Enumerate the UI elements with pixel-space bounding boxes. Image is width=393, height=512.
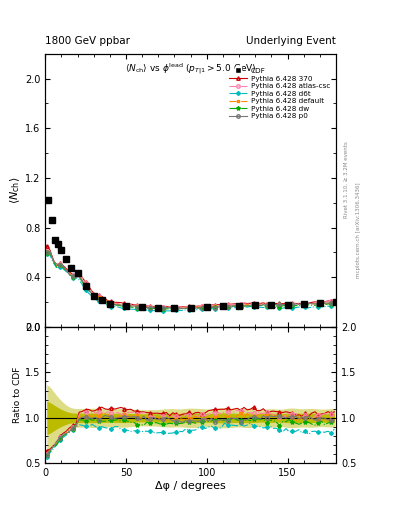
Pythia 6.428 370 xyxy=(44,243,49,249)
Pythia 6.428 default xyxy=(248,302,253,308)
CDF xyxy=(172,305,177,311)
Pythia 6.428 dw xyxy=(293,303,298,309)
Y-axis label: Ratio to CDF: Ratio to CDF xyxy=(13,367,22,423)
CDF xyxy=(75,270,80,276)
Pythia 6.428 370 xyxy=(248,300,253,306)
Pythia 6.428 p0 xyxy=(248,302,253,308)
Pythia 6.428 atlas-csc xyxy=(332,298,337,305)
Pythia 6.428 d6t xyxy=(132,306,136,312)
Pythia 6.428 p0 xyxy=(83,283,88,289)
CDF xyxy=(220,303,225,309)
Pythia 6.428 atlas-csc xyxy=(44,248,49,254)
CDF xyxy=(107,301,112,307)
Pythia 6.428 p0 xyxy=(44,248,49,254)
Pythia 6.428 dw xyxy=(248,303,253,309)
Pythia 6.428 370 xyxy=(83,279,88,285)
Pythia 6.428 dw xyxy=(132,304,136,310)
CDF xyxy=(188,305,193,311)
Pythia 6.428 d6t xyxy=(164,308,169,314)
Pythia 6.428 370 xyxy=(132,302,136,308)
Pythia 6.428 default xyxy=(132,303,136,309)
Pythia 6.428 default xyxy=(164,305,169,311)
CDF xyxy=(269,302,274,308)
Pythia 6.428 370 xyxy=(287,300,292,306)
CDF xyxy=(253,302,257,308)
Pythia 6.428 dw xyxy=(332,301,337,307)
Line: CDF: CDF xyxy=(45,197,339,311)
Pythia 6.428 d6t xyxy=(322,304,327,310)
Pythia 6.428 dw xyxy=(164,306,169,312)
Pythia 6.428 atlas-csc xyxy=(180,304,185,310)
Line: Pythia 6.428 atlas-csc: Pythia 6.428 atlas-csc xyxy=(45,249,336,309)
Pythia 6.428 d6t xyxy=(44,251,49,257)
Pythia 6.428 370 xyxy=(293,301,298,307)
Pythia 6.428 dw xyxy=(322,302,327,308)
CDF xyxy=(237,303,241,309)
CDF xyxy=(318,300,322,306)
CDF xyxy=(83,283,88,289)
Pythia 6.428 370 xyxy=(332,297,337,304)
Text: 1800 GeV ppbar: 1800 GeV ppbar xyxy=(45,36,130,46)
Pythia 6.428 atlas-csc xyxy=(83,280,88,286)
CDF xyxy=(64,255,68,262)
CDF xyxy=(59,247,64,253)
Legend: CDF, Pythia 6.428 370, Pythia 6.428 atlas-csc, Pythia 6.428 d6t, Pythia 6.428 de: CDF, Pythia 6.428 370, Pythia 6.428 atla… xyxy=(227,66,332,122)
Pythia 6.428 default xyxy=(332,300,337,306)
CDF xyxy=(69,265,73,271)
Pythia 6.428 d6t xyxy=(248,304,253,310)
Pythia 6.428 atlas-csc xyxy=(287,301,292,307)
Pythia 6.428 d6t xyxy=(332,302,337,308)
CDF xyxy=(46,197,51,203)
Text: $\langle N_\mathrm{ch}\rangle$ vs $\phi^\mathrm{lead}$ ($p_{T|1} > 5.0$ GeV): $\langle N_\mathrm{ch}\rangle$ vs $\phi^… xyxy=(125,62,256,77)
Pythia 6.428 atlas-csc xyxy=(132,302,136,308)
Pythia 6.428 d6t xyxy=(83,287,88,293)
CDF xyxy=(56,241,61,247)
CDF xyxy=(334,299,338,305)
Line: Pythia 6.428 370: Pythia 6.428 370 xyxy=(45,244,336,309)
Pythia 6.428 atlas-csc xyxy=(248,301,253,307)
CDF xyxy=(53,237,57,243)
Pythia 6.428 default xyxy=(322,301,327,307)
Pythia 6.428 default xyxy=(293,302,298,308)
Line: Pythia 6.428 d6t: Pythia 6.428 d6t xyxy=(46,252,336,312)
X-axis label: Δφ / degrees: Δφ / degrees xyxy=(155,481,226,491)
CDF xyxy=(285,302,290,308)
Pythia 6.428 d6t xyxy=(287,305,292,311)
Pythia 6.428 default xyxy=(44,248,49,254)
CDF xyxy=(99,296,104,303)
Pythia 6.428 dw xyxy=(83,284,88,290)
Pythia 6.428 dw xyxy=(287,302,292,308)
Line: Pythia 6.428 p0: Pythia 6.428 p0 xyxy=(45,250,336,310)
Pythia 6.428 370 xyxy=(167,304,172,310)
CDF xyxy=(124,303,129,309)
Text: Rivet 3.1.10, ≥ 3.2M events: Rivet 3.1.10, ≥ 3.2M events xyxy=(344,141,349,218)
CDF xyxy=(91,293,96,299)
Pythia 6.428 default xyxy=(287,302,292,308)
Pythia 6.428 d6t xyxy=(293,305,298,311)
CDF xyxy=(140,304,145,310)
Pythia 6.428 370 xyxy=(322,298,327,305)
Text: mcplots.cern.ch [arXiv:1306.3436]: mcplots.cern.ch [arXiv:1306.3436] xyxy=(356,183,361,278)
Pythia 6.428 p0 xyxy=(132,303,136,309)
Pythia 6.428 p0 xyxy=(293,301,298,307)
Pythia 6.428 default xyxy=(83,282,88,288)
CDF xyxy=(156,305,161,311)
Pythia 6.428 p0 xyxy=(322,300,327,306)
Pythia 6.428 p0 xyxy=(287,301,292,307)
Y-axis label: $\langle N_\mathrm{ch}\rangle$: $\langle N_\mathrm{ch}\rangle$ xyxy=(9,177,22,204)
Pythia 6.428 p0 xyxy=(180,306,185,312)
Pythia 6.428 atlas-csc xyxy=(293,300,298,306)
Pythia 6.428 dw xyxy=(44,249,49,255)
CDF xyxy=(49,217,54,223)
Pythia 6.428 atlas-csc xyxy=(322,298,327,305)
Line: Pythia 6.428 default: Pythia 6.428 default xyxy=(46,250,336,310)
Text: Underlying Event: Underlying Event xyxy=(246,36,336,46)
CDF xyxy=(301,301,306,307)
Pythia 6.428 p0 xyxy=(332,300,337,306)
Line: Pythia 6.428 dw: Pythia 6.428 dw xyxy=(45,250,336,311)
CDF xyxy=(204,304,209,310)
